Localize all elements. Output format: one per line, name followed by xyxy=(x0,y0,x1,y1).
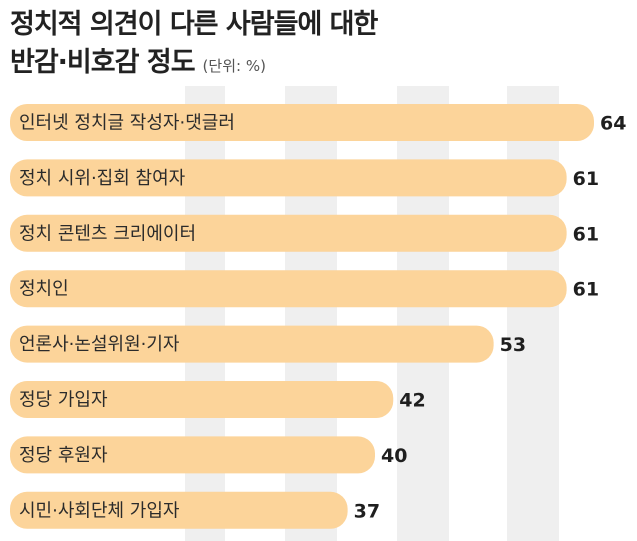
category-label-2: 정치 시위·집회 참여자 xyxy=(19,168,186,189)
category-label-5: 언론사·논설위원·기자 xyxy=(19,334,180,355)
grid-band-3 xyxy=(397,86,449,541)
chart-title-line-1: 정치적 의견이 다른 사람들에 대한 xyxy=(10,9,378,40)
category-label-8: 시민·사회단체 가입자 xyxy=(19,500,180,521)
bar-7 xyxy=(10,436,375,474)
value-label-6: 42 xyxy=(399,390,425,412)
category-label-1: 인터넷 정치글 작성자·댓글러 xyxy=(19,113,235,134)
category-label-3: 정치 콘텐츠 크리에이터 xyxy=(19,223,196,244)
value-label-8: 37 xyxy=(354,500,380,522)
value-label-4: 61 xyxy=(573,279,599,301)
title-block: 정치적 의견이 다른 사람들에 대한 반감·비호감 정도 (단위: %) xyxy=(10,6,378,85)
bar-6 xyxy=(10,381,394,418)
bar-2 xyxy=(10,159,567,197)
bar-3 xyxy=(10,214,567,252)
bar-5 xyxy=(10,325,494,363)
value-label-5: 53 xyxy=(500,334,526,356)
grid-band-4 xyxy=(507,86,559,541)
category-label-6: 정당 가입자 xyxy=(19,390,108,411)
bar-4 xyxy=(10,270,567,308)
category-label-7: 정당 후원자 xyxy=(19,445,108,466)
value-label-2: 61 xyxy=(573,168,599,190)
bar-1 xyxy=(10,104,594,141)
chart-title-line-2: 반감·비호감 정도 (단위: %) xyxy=(10,44,377,85)
value-label-7: 40 xyxy=(381,445,407,467)
unit-label: (단위: %) xyxy=(202,57,266,75)
bar-8 xyxy=(10,491,348,529)
value-label-1: 64 xyxy=(600,113,626,135)
category-label-4: 정치인 xyxy=(19,279,69,300)
chart-title-line-2-text: 반감·비호감 정도 xyxy=(10,47,196,78)
value-label-3: 61 xyxy=(573,223,599,245)
